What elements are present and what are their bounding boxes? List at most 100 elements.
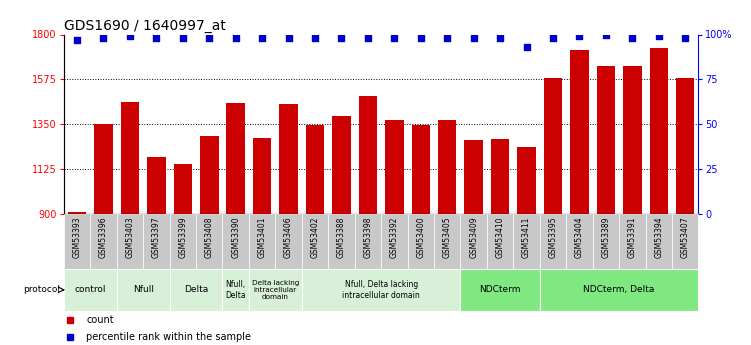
Text: GSM53402: GSM53402 xyxy=(310,217,319,258)
Text: GSM53410: GSM53410 xyxy=(496,217,505,258)
Text: GSM53405: GSM53405 xyxy=(443,217,452,258)
Bar xyxy=(650,48,668,214)
Bar xyxy=(434,214,460,269)
Text: GSM53404: GSM53404 xyxy=(575,217,584,258)
Bar xyxy=(64,269,116,310)
Point xyxy=(336,35,348,41)
Bar xyxy=(173,164,192,214)
Bar xyxy=(121,102,139,214)
Bar xyxy=(517,147,535,214)
Point xyxy=(204,35,216,41)
Text: GSM53399: GSM53399 xyxy=(178,217,187,258)
Text: GSM53395: GSM53395 xyxy=(548,217,557,258)
Text: count: count xyxy=(86,315,113,325)
Bar xyxy=(514,214,540,269)
Text: Nfull,
Delta: Nfull, Delta xyxy=(225,280,246,299)
Bar xyxy=(90,214,116,269)
Bar xyxy=(196,214,222,269)
Bar xyxy=(438,120,457,214)
Point xyxy=(415,35,427,41)
Bar xyxy=(64,214,90,269)
Bar xyxy=(544,78,562,214)
Point xyxy=(494,35,506,41)
Bar xyxy=(249,269,302,310)
Point xyxy=(124,33,136,39)
Bar xyxy=(464,140,483,214)
Point xyxy=(150,35,162,41)
Point xyxy=(626,35,638,41)
Bar xyxy=(170,269,222,310)
Bar xyxy=(116,214,143,269)
Text: Delta: Delta xyxy=(184,285,208,294)
Bar xyxy=(540,214,566,269)
Bar xyxy=(354,214,381,269)
Text: NDCterm, Delta: NDCterm, Delta xyxy=(584,285,655,294)
Bar xyxy=(302,269,460,310)
Text: Nfull, Delta lacking
intracellular domain: Nfull, Delta lacking intracellular domai… xyxy=(342,280,420,299)
Bar xyxy=(200,136,219,214)
Bar xyxy=(460,269,540,310)
Bar xyxy=(623,66,641,214)
Text: GSM53411: GSM53411 xyxy=(522,217,531,258)
Text: percentile rank within the sample: percentile rank within the sample xyxy=(86,333,251,342)
Bar xyxy=(222,214,249,269)
Point xyxy=(547,35,559,41)
Point xyxy=(230,35,242,41)
Bar xyxy=(491,139,509,214)
Bar xyxy=(328,214,354,269)
Text: GSM53396: GSM53396 xyxy=(99,217,108,258)
Bar xyxy=(487,214,514,269)
Bar xyxy=(676,78,695,214)
Bar xyxy=(381,214,408,269)
Text: GSM53391: GSM53391 xyxy=(628,217,637,258)
Point xyxy=(600,32,612,37)
Text: GSM53406: GSM53406 xyxy=(284,217,293,258)
Bar xyxy=(227,103,245,214)
Bar xyxy=(68,211,86,214)
Point xyxy=(468,35,480,41)
Point xyxy=(98,35,110,41)
Text: GSM53407: GSM53407 xyxy=(680,217,689,258)
Text: protocol: protocol xyxy=(23,285,60,294)
Bar xyxy=(412,125,430,214)
Text: NDCterm: NDCterm xyxy=(479,285,521,294)
Point xyxy=(256,35,268,41)
Point xyxy=(574,33,586,39)
Bar xyxy=(332,116,351,214)
Text: GDS1690 / 1640997_at: GDS1690 / 1640997_at xyxy=(64,19,226,33)
Text: Delta lacking
intracellular
domain: Delta lacking intracellular domain xyxy=(252,280,299,300)
Bar xyxy=(540,269,698,310)
Text: GSM53390: GSM53390 xyxy=(231,217,240,258)
Bar xyxy=(222,269,249,310)
Text: GSM53408: GSM53408 xyxy=(205,217,214,258)
Point xyxy=(442,35,454,41)
Point xyxy=(362,35,374,41)
Bar xyxy=(566,214,593,269)
Bar xyxy=(460,214,487,269)
Point xyxy=(282,35,294,41)
Point xyxy=(679,35,691,41)
Bar xyxy=(570,50,589,214)
Text: GSM53392: GSM53392 xyxy=(390,217,399,258)
Bar xyxy=(619,214,646,269)
Text: GSM53409: GSM53409 xyxy=(469,217,478,258)
Bar xyxy=(593,214,619,269)
Bar xyxy=(94,124,113,214)
Bar xyxy=(170,214,196,269)
Text: GSM53403: GSM53403 xyxy=(125,217,134,258)
Text: GSM53398: GSM53398 xyxy=(363,217,372,258)
Text: GSM53394: GSM53394 xyxy=(654,217,663,258)
Bar xyxy=(672,214,698,269)
Bar xyxy=(302,214,328,269)
Text: GSM53397: GSM53397 xyxy=(152,217,161,258)
Text: control: control xyxy=(74,285,106,294)
Text: Nfull: Nfull xyxy=(133,285,154,294)
Bar xyxy=(359,96,377,214)
Bar xyxy=(279,104,298,214)
Bar xyxy=(408,214,434,269)
Bar xyxy=(253,138,271,214)
Point xyxy=(176,35,189,41)
Bar xyxy=(385,120,403,214)
Point xyxy=(309,35,321,41)
Bar xyxy=(116,269,170,310)
